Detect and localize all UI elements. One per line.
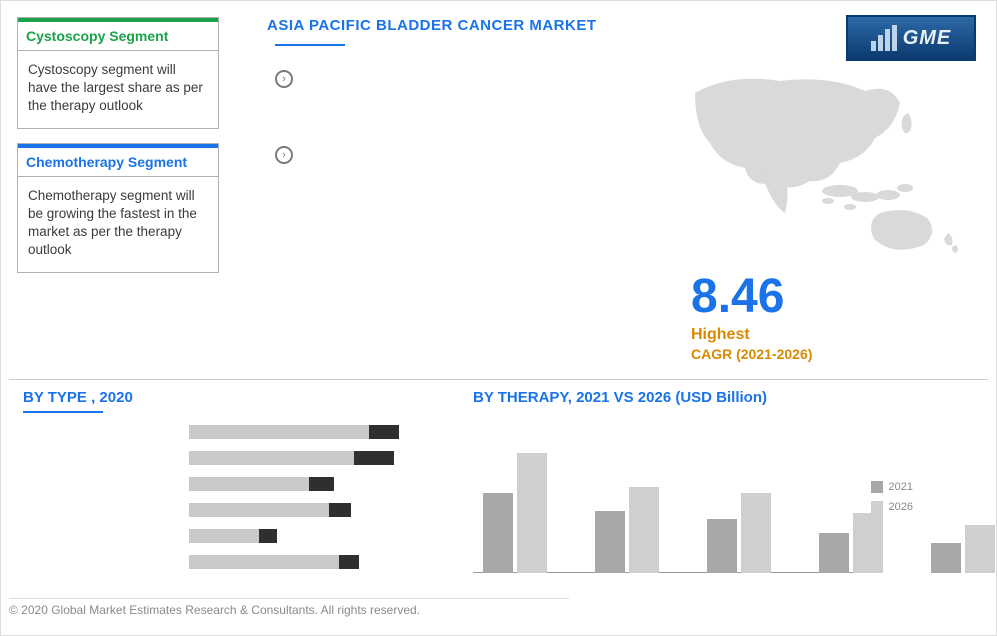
bar-2021 (595, 511, 625, 573)
bar-2026 (853, 513, 883, 573)
segment-box-chemotherapy: Chemotherapy Segment Chemotherapy segmen… (17, 143, 219, 273)
by-therapy-title: BY THERAPY, 2021 VS 2026 (USD Billion) (473, 389, 767, 406)
bullet-item: › (275, 146, 666, 166)
hbar-segment-b (329, 503, 351, 517)
cagr-value: 8.46 (691, 269, 812, 324)
bar-2021 (931, 543, 961, 573)
segment-box-cystoscopy: Cystoscopy Segment Cystoscopy segment wi… (17, 17, 219, 129)
by-type-title: BY TYPE , 2020 (23, 389, 133, 406)
title-underline (275, 44, 345, 46)
bar-group (707, 493, 771, 573)
hbar-segment-a (189, 529, 259, 543)
hbar-segment-b (339, 555, 359, 569)
bar-2026 (741, 493, 771, 573)
legend-label: 2021 (889, 481, 913, 493)
bar-group (931, 525, 995, 573)
hbar-segment-a (189, 477, 309, 491)
hbar-segment-b (354, 451, 394, 465)
hbar-row (189, 503, 439, 517)
asia-pacific-map (690, 73, 980, 253)
by-type-chart (189, 425, 439, 581)
bar-group (483, 453, 547, 573)
segment-body: Chemotherapy segment will be growing the… (18, 183, 218, 272)
legend-swatch (871, 501, 883, 513)
segment-title: Chemotherapy Segment (18, 144, 218, 176)
bar-group (819, 513, 883, 573)
legend-label: 2026 (889, 501, 913, 513)
page-title: ASIA PACIFIC BLADDER CANCER MARKET (267, 17, 666, 34)
hbar-row (189, 529, 439, 543)
bullet-item: › (275, 70, 666, 90)
hbar-row (189, 425, 439, 439)
hbar-segment-a (189, 503, 329, 517)
legend-item: 2026 (871, 501, 913, 513)
bar-2021 (483, 493, 513, 573)
divider (18, 176, 218, 177)
hbar-row (189, 451, 439, 465)
hbar-segment-b (259, 529, 277, 543)
bar-2021 (819, 533, 849, 573)
bottom-section: BY TYPE , 2020 BY THERAPY, 2021 VS 2026 … (1, 381, 996, 621)
bar-2021 (707, 519, 737, 573)
hbar-segment-a (189, 425, 369, 439)
cagr-label-range: CAGR (2021-2026) (691, 346, 812, 362)
logo-text: GME (903, 27, 952, 50)
bullet-list: › › (275, 70, 666, 166)
by-therapy-chart: 2021 2026 (473, 421, 913, 591)
bar-2026 (629, 487, 659, 573)
hbar-segment-b (309, 477, 334, 491)
legend-item: 2021 (871, 481, 913, 493)
bar-group (595, 487, 659, 573)
segment-body: Cystoscopy segment will have the largest… (18, 57, 218, 128)
logo-bars-icon (871, 25, 897, 51)
middle-column: ASIA PACIFIC BLADDER CANCER MARKET › › (231, 1, 676, 391)
bar-2026 (965, 525, 995, 573)
chevron-circle-icon: › (275, 70, 293, 88)
gme-logo: GME (846, 15, 976, 61)
section-divider (9, 379, 988, 380)
hbar-row (189, 555, 439, 569)
hbar-segment-a (189, 451, 354, 465)
divider (18, 50, 218, 51)
segment-title: Cystoscopy Segment (18, 18, 218, 50)
hbar-segment-b (369, 425, 399, 439)
cagr-label-highest: Highest (691, 326, 812, 344)
chevron-circle-icon: › (275, 146, 293, 164)
title-underline (23, 411, 103, 413)
segments-column: Cystoscopy Segment Cystoscopy segment wi… (1, 1, 231, 391)
copyright-text: © 2020 Global Market Estimates Research … (9, 598, 569, 617)
hbar-segment-a (189, 555, 339, 569)
legend-swatch (871, 481, 883, 493)
cagr-block: 8.46 Highest CAGR (2021-2026) (691, 269, 812, 362)
hbar-row (189, 477, 439, 491)
top-section: Cystoscopy Segment Cystoscopy segment wi… (1, 1, 996, 391)
bar-2026 (517, 453, 547, 573)
infographic-page: Cystoscopy Segment Cystoscopy segment wi… (0, 0, 997, 636)
